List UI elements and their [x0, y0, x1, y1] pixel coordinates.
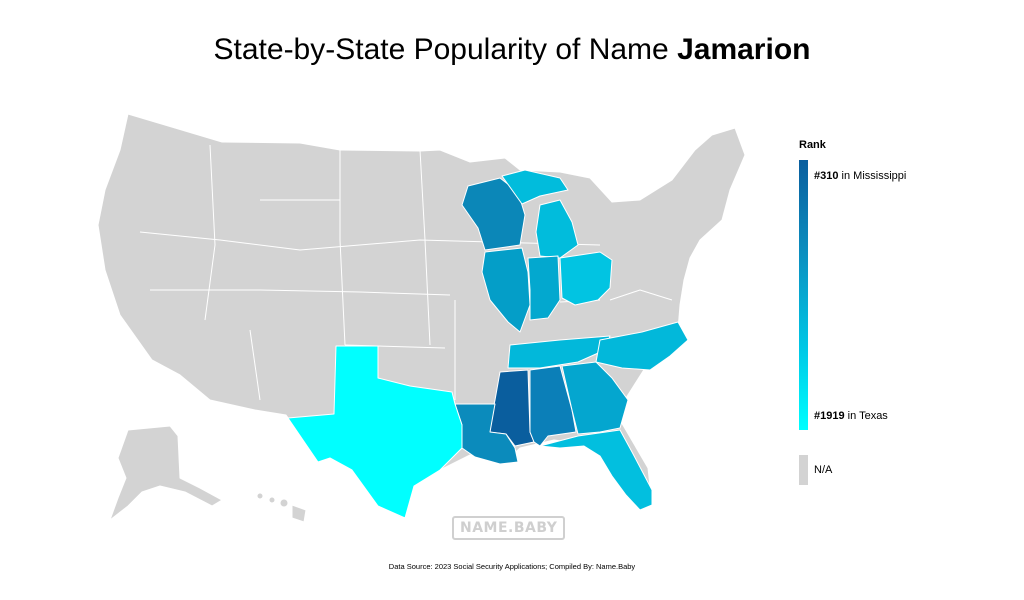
state-florida [539, 429, 653, 511]
state-alaska [109, 425, 223, 521]
state-tennessee [507, 335, 611, 369]
legend-bottom-rank: #1919 [814, 410, 845, 422]
state-ohio [559, 251, 613, 306]
title-prefix: State-by-State Popularity of Name [213, 33, 669, 66]
state-alabama [529, 365, 577, 447]
state-michigan [501, 169, 579, 259]
state-north-carolina [595, 321, 689, 371]
state-indiana [527, 255, 561, 321]
legend-top-state: in Mississippi [841, 170, 907, 182]
state-hawaii [256, 492, 307, 523]
data-source-note: Data Source: 2023 Social Security Applic… [388, 562, 636, 571]
state-illinois [481, 247, 531, 333]
watermark-logo: NAME.BABY [452, 516, 566, 540]
state-wisconsin [461, 177, 526, 251]
legend-top-rank: #310 [814, 170, 839, 182]
legend-bottom-state: in Texas [847, 410, 888, 422]
title-name: Jamarion [677, 33, 811, 66]
chart-title: State-by-State Popularity of Name Jamari… [0, 30, 1024, 70]
legend-top-label: #310 in Mississippi [814, 170, 906, 182]
legend-bottom-label: #1919 in Texas [814, 410, 888, 422]
legend-na-swatch [799, 455, 808, 485]
legend-na-label: N/A [814, 464, 833, 476]
legend-color-scale [799, 160, 808, 430]
state-texas [287, 345, 463, 519]
legend-title: Rank [799, 139, 826, 151]
state-georgia [561, 361, 629, 435]
